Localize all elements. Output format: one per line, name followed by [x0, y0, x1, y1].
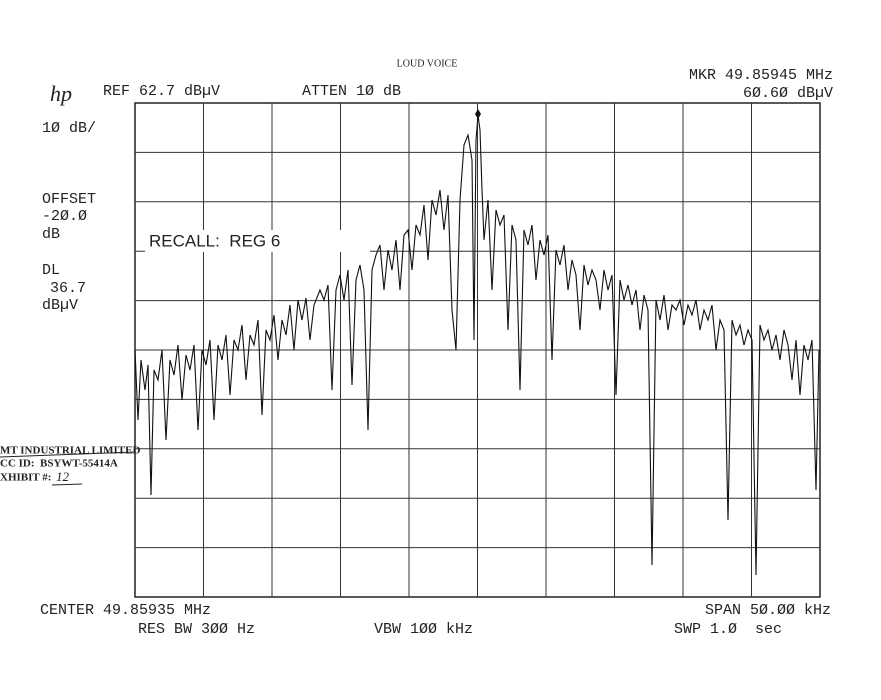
center-frequency: CENTER 49.85935 MHz	[40, 602, 211, 619]
dl-label: DL	[42, 262, 60, 279]
stamp-fcc-id: CC ID: BSYWT-55414A	[0, 458, 118, 470]
stamp-exhibit-number: 12	[56, 469, 70, 484]
offset-unit: dB	[42, 226, 60, 243]
scale: 1Ø dB/	[42, 120, 96, 137]
annotation: RECALL: REG 6	[149, 231, 280, 250]
stamp-underline	[51, 483, 83, 486]
stamp-rule	[0, 451, 136, 458]
marker	[475, 109, 481, 119]
video-bandwidth: VBW 1ØØ kHz	[374, 621, 473, 638]
annotation-backdrop	[145, 230, 370, 252]
marker-frequency: MKR 49.85945 MHz	[689, 67, 833, 84]
dl-value: 36.7	[50, 280, 86, 297]
title: LOUD VOICE	[397, 58, 458, 69]
logo: hp	[50, 81, 72, 106]
offset-value: -2Ø.Ø	[42, 208, 87, 225]
span: SPAN 5Ø.ØØ kHz	[705, 602, 831, 619]
trace	[134, 114, 820, 576]
stamp-exhibit-label: XHIBIT #:	[0, 472, 51, 484]
attenuation: ATTEN 1Ø dB	[302, 83, 401, 100]
sweep-time: SWP 1.Ø sec	[674, 621, 782, 638]
resolution-bandwidth: RES BW 3ØØ Hz	[138, 621, 255, 638]
ref-level: REF 62.7 dBµV	[103, 83, 220, 100]
marker-level: 6Ø.6Ø dBµV	[743, 85, 833, 102]
offset-label: OFFSET	[42, 191, 96, 208]
dl-unit: dBµV	[42, 297, 78, 314]
